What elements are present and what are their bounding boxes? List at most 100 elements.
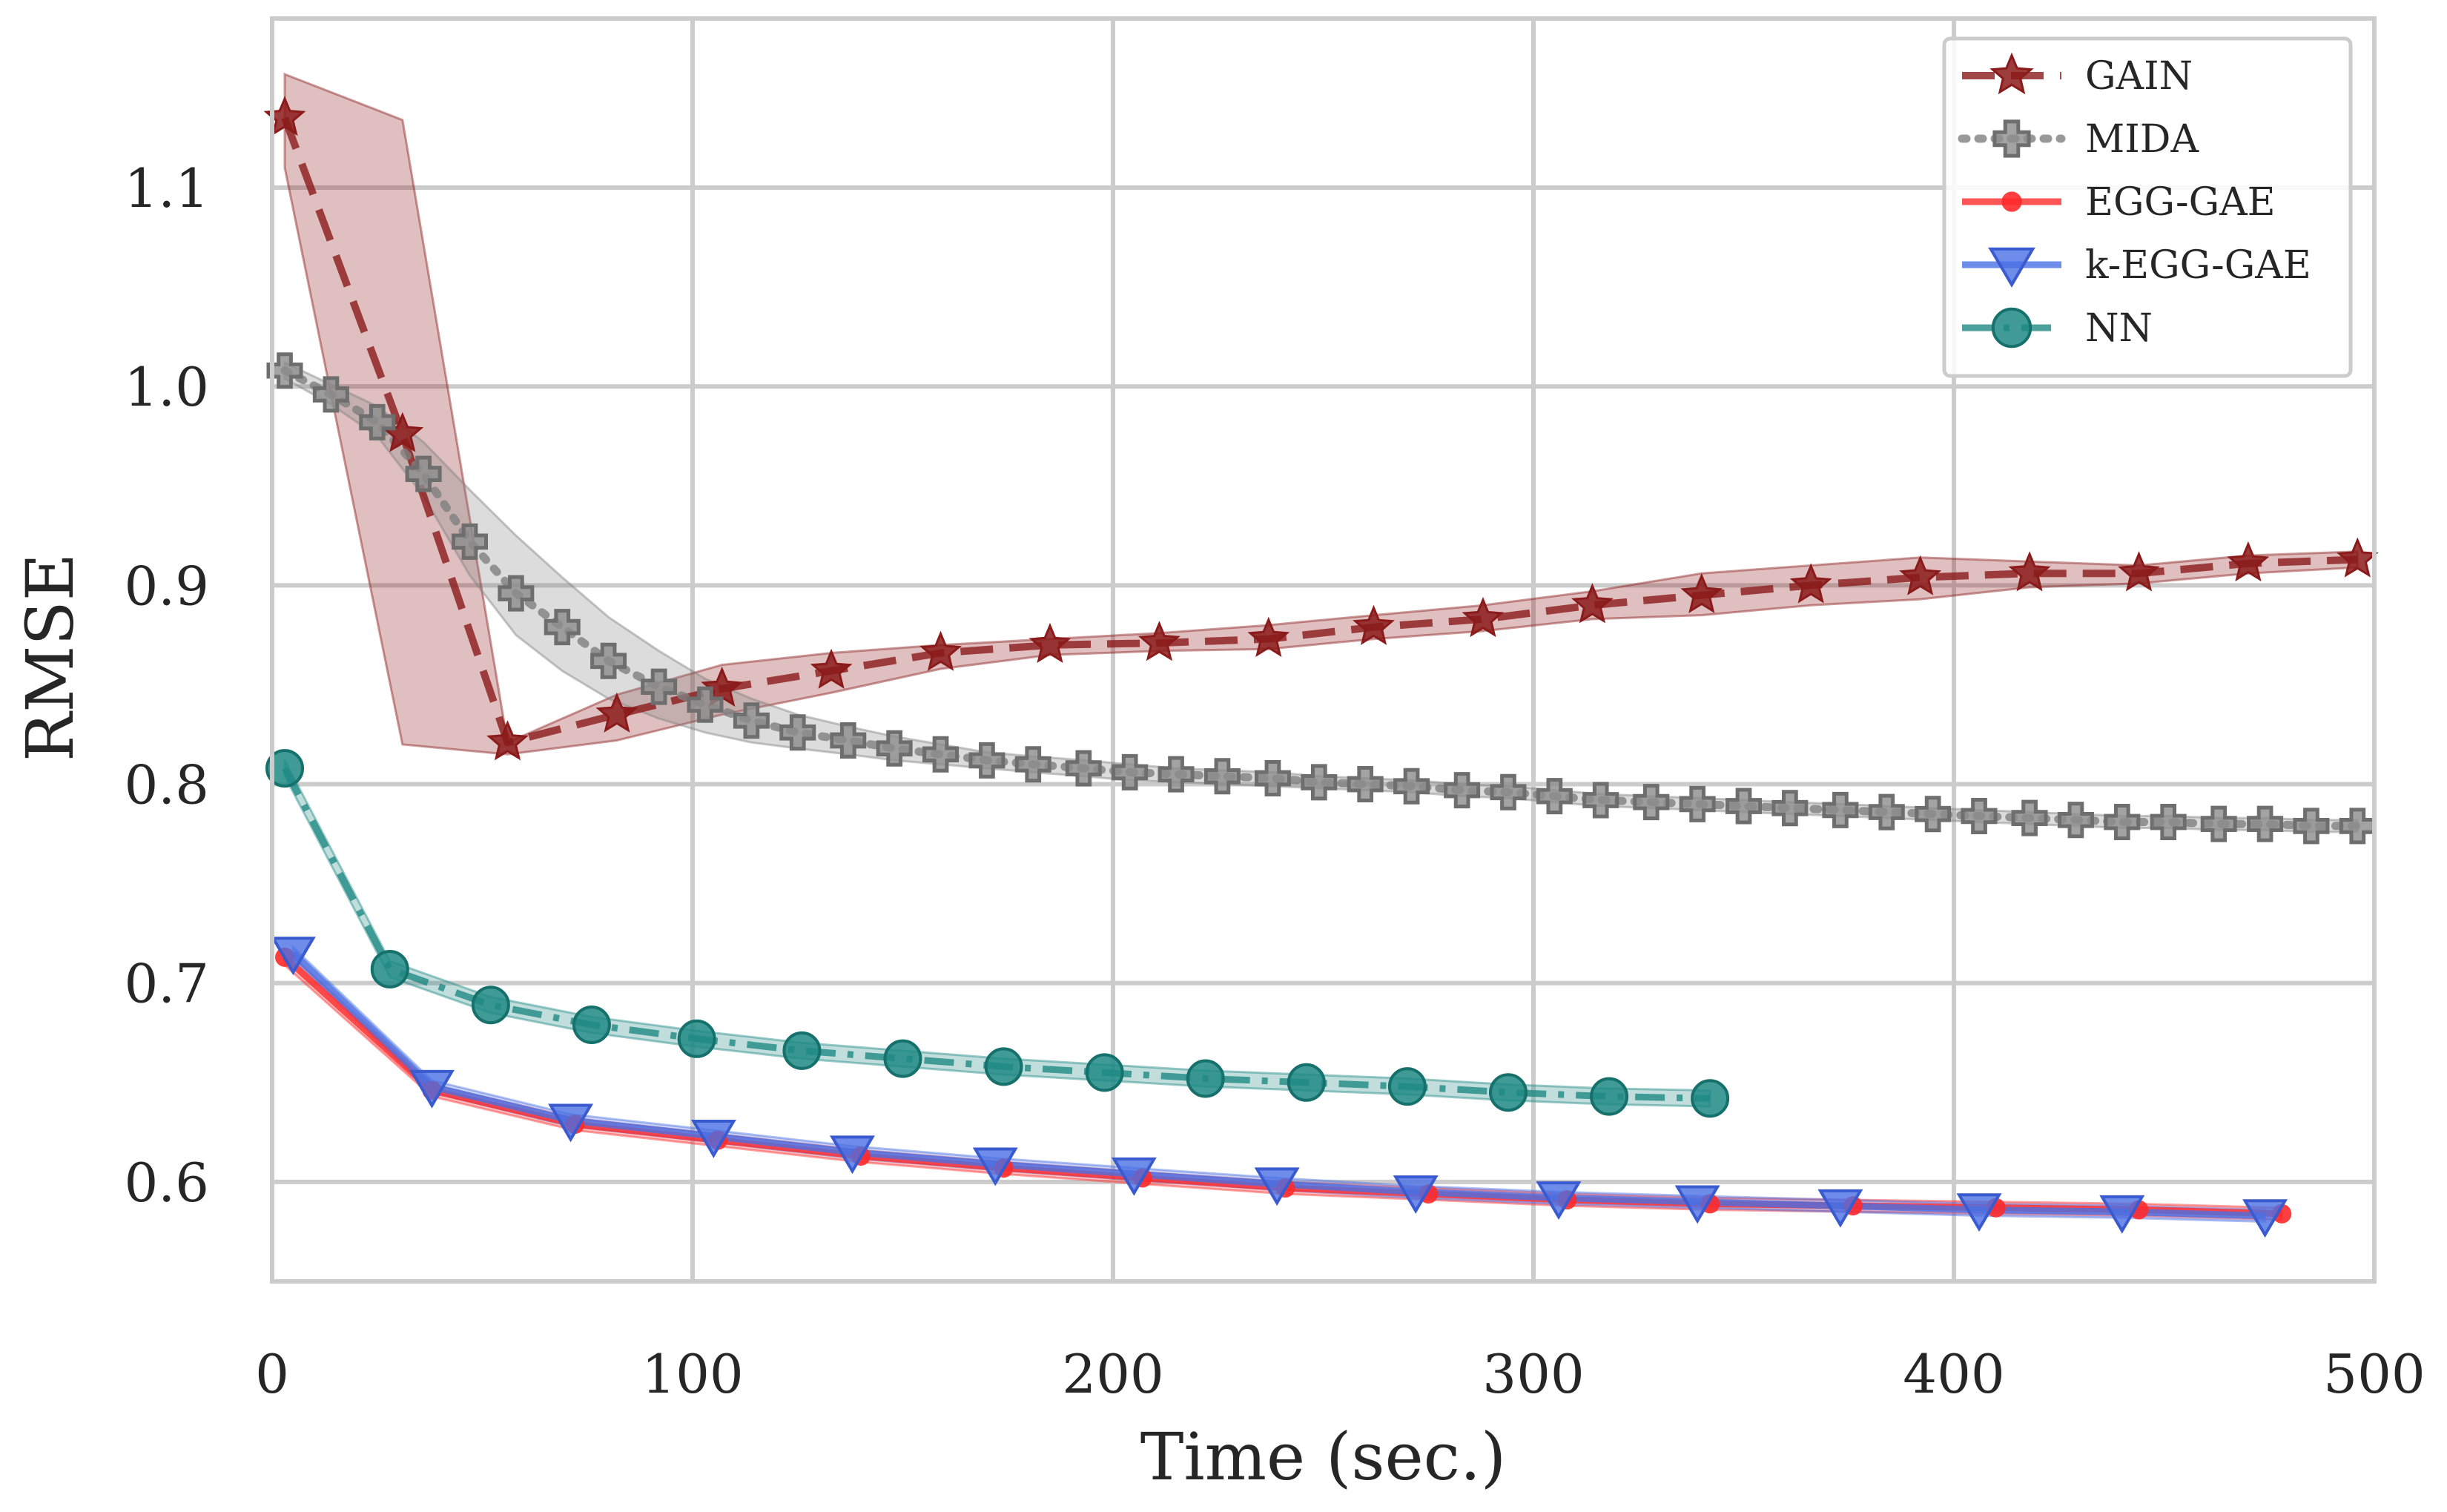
- k-egg-gae-point: [1674, 1185, 1720, 1224]
- plot-frame: [270, 16, 2377, 1284]
- x-tick-label: 500: [2323, 1343, 2425, 1405]
- mida-point: [1490, 773, 1527, 811]
- mida-point: [876, 730, 913, 767]
- nn-point: [370, 949, 409, 988]
- mida-point: [359, 403, 396, 440]
- legend-gain-label: GAIN: [2085, 54, 2193, 99]
- mida-point: [1254, 759, 1291, 796]
- legend-gain-marker: [1989, 52, 2034, 95]
- legend-nn-marker: [1991, 307, 2032, 349]
- mida-point: [1301, 764, 1338, 801]
- gain-point: [1571, 583, 1614, 624]
- mida-point: [733, 702, 770, 739]
- gain-point: [1899, 555, 1942, 595]
- mida-point: [590, 642, 627, 679]
- gain-point: [1247, 616, 1290, 657]
- nn-point: [677, 1019, 716, 1058]
- mida-point: [968, 742, 1005, 779]
- nn-point: [265, 749, 305, 788]
- k-egg-gae-point: [1393, 1175, 1439, 1214]
- k-egg-gae-point: [690, 1119, 736, 1158]
- k-egg-gae-point: [1536, 1181, 1582, 1220]
- legend-nn-label: NN: [2085, 306, 2153, 351]
- mida-point: [2011, 799, 2048, 836]
- gain-point: [595, 692, 638, 733]
- gain-point: [1789, 563, 1832, 604]
- k-egg-gae-point: [409, 1069, 455, 1109]
- nn-point: [1691, 1079, 1730, 1118]
- mida-point: [1633, 784, 1670, 821]
- k-egg-gae-point: [1817, 1189, 1863, 1228]
- gain-point: [919, 630, 962, 671]
- mida-point: [779, 714, 816, 751]
- k-egg-gae-point: [2242, 1199, 2288, 1238]
- legend-k-egg-gae-marker: [1988, 247, 2035, 288]
- gain-point: [1028, 622, 1071, 663]
- mida-point: [1444, 772, 1481, 809]
- nn-point: [1085, 1053, 1124, 1092]
- legend-k-egg-gae-label: k-EGG-GAE: [2085, 243, 2311, 288]
- legend-mida-label: MIDA: [2085, 117, 2199, 162]
- nn-point: [782, 1031, 822, 1070]
- mida-point: [1536, 778, 1573, 815]
- nn-point: [1287, 1063, 1326, 1102]
- mida-point: [1726, 788, 1762, 825]
- mida-point: [1771, 790, 1809, 827]
- y-tick-label: 0.6: [124, 1152, 209, 1214]
- mida-point: [1868, 793, 1905, 831]
- nn-point: [984, 1047, 1023, 1086]
- k-egg-gae-point: [1956, 1193, 2002, 1232]
- legend-egg-gae-label: EGG-GAE: [2085, 180, 2276, 225]
- mida-point: [2247, 805, 2284, 842]
- mida-point: [1158, 756, 1195, 793]
- x-axis-label: Time (sec.): [1140, 1419, 1507, 1495]
- y-axis-label: RMSE: [12, 553, 88, 762]
- nn-point: [1186, 1059, 1225, 1098]
- mida-point: [641, 668, 678, 705]
- mida-point: [830, 722, 867, 759]
- k-egg-gae-point: [1111, 1157, 1157, 1196]
- gain-point: [1462, 596, 1505, 638]
- mida-point: [544, 609, 581, 646]
- y-tick-label: 0.7: [124, 953, 209, 1015]
- mida-point: [687, 686, 724, 723]
- mida-point: [1065, 750, 1102, 787]
- mida-point: [266, 352, 303, 389]
- mida-point: [2104, 803, 2141, 840]
- mida-point: [2200, 805, 2237, 842]
- mida-point: [2339, 808, 2376, 845]
- gain-point: [1353, 604, 1396, 645]
- legend: GAIN MIDA EGG-GAE k-EGG-GAE NN: [1942, 36, 2353, 378]
- mida-point: [1961, 797, 1998, 834]
- x-tick-label: 400: [1903, 1343, 2004, 1405]
- k-egg-gae-point: [1254, 1167, 1300, 1206]
- k-egg-gae-point: [270, 937, 316, 976]
- mida-point: [2293, 808, 2330, 845]
- mida-point: [1112, 753, 1149, 790]
- gain-point: [810, 648, 853, 689]
- gain-point: [2118, 551, 2160, 592]
- legend-egg-gae-marker: [2001, 191, 2022, 212]
- gain-point: [2336, 537, 2379, 578]
- legend-mida-marker: [1992, 119, 2031, 158]
- k-egg-gae-point: [972, 1147, 1018, 1186]
- nn-point: [572, 1006, 611, 1045]
- y-tick-label: 0.8: [124, 754, 209, 816]
- mida-point: [922, 736, 960, 773]
- legend-box: [1942, 36, 2353, 378]
- mida-point: [2057, 802, 2094, 839]
- mida-point: [405, 455, 442, 492]
- x-tick-label: 300: [1482, 1343, 1584, 1405]
- y-tick-label: 1.1: [124, 157, 209, 219]
- nn-point: [1387, 1067, 1427, 1106]
- series-markers: [263, 96, 2379, 1238]
- mida-point: [2150, 803, 2187, 840]
- mida-point: [1915, 796, 1952, 833]
- y-tick-label: 0.9: [124, 555, 209, 617]
- gain-point: [1137, 621, 1180, 661]
- mida-point: [1822, 791, 1859, 828]
- tick-labels: 0 100 200 300 400 500 0.6 0.7 0.8 0.9 1.0 1.1: [124, 157, 2425, 1405]
- x-tick-label: 100: [641, 1343, 743, 1405]
- k-egg-gae-point: [548, 1103, 594, 1143]
